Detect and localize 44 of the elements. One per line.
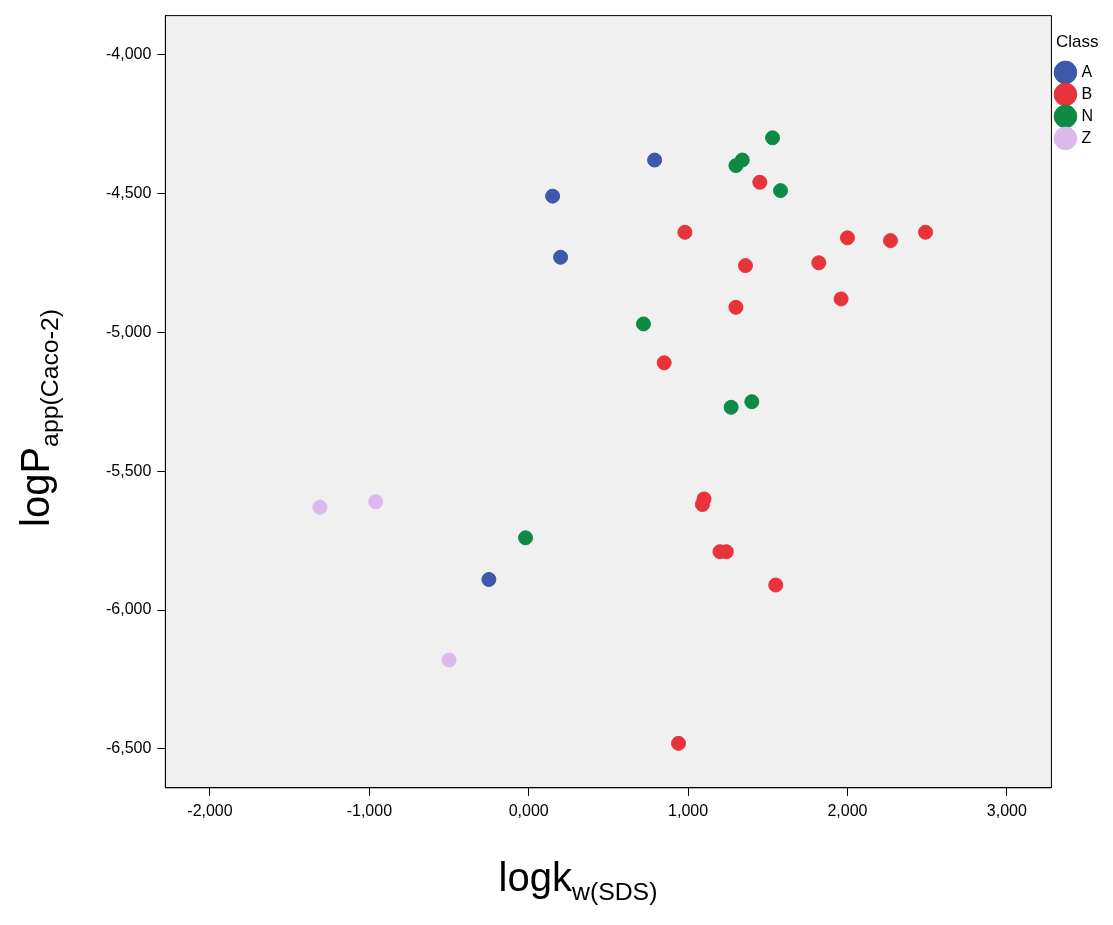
point [752, 174, 768, 190]
x-tick-label: -2,000 [187, 801, 233, 819]
point [833, 291, 849, 307]
point [737, 258, 753, 274]
y-tick-label: -6,000 [105, 600, 152, 618]
point [744, 394, 760, 410]
point [728, 299, 744, 315]
point [723, 399, 739, 415]
point [635, 316, 651, 332]
point [882, 233, 898, 249]
point [553, 249, 569, 265]
point [441, 652, 457, 668]
legend-label: A [1081, 62, 1093, 80]
point [545, 188, 561, 204]
legend-title: Class [1055, 32, 1099, 52]
point [481, 571, 497, 587]
point [677, 224, 693, 240]
legend-label: B [1081, 84, 1093, 102]
point [811, 255, 827, 271]
y-tick-label: -4,000 [105, 44, 152, 62]
point [728, 158, 744, 174]
x-tick-label: 2,000 [827, 801, 868, 819]
x-tick-label: 1,000 [668, 801, 709, 819]
x-tick-label: 0,000 [508, 801, 549, 819]
point [647, 152, 663, 168]
legend-label: N [1081, 106, 1094, 124]
point [518, 530, 534, 546]
y-tick-label: -4,500 [105, 183, 152, 201]
point [765, 130, 781, 146]
legend-label: Z [1081, 128, 1092, 146]
point [656, 355, 672, 371]
point [918, 224, 934, 240]
point [368, 494, 384, 510]
point [839, 230, 855, 246]
y-tick-label: -5,000 [105, 322, 152, 340]
y-tick-label: -5,500 [105, 461, 152, 479]
x-axis-title: logk$_{w(SDS)}$ [498, 854, 658, 906]
point [773, 183, 789, 199]
point [671, 735, 687, 751]
point [312, 499, 328, 515]
y-tick-label: -6,500 [105, 739, 152, 757]
x-tick-label: 3,000 [986, 801, 1027, 819]
point [768, 577, 784, 593]
x-tick-label: -1,000 [346, 801, 393, 819]
